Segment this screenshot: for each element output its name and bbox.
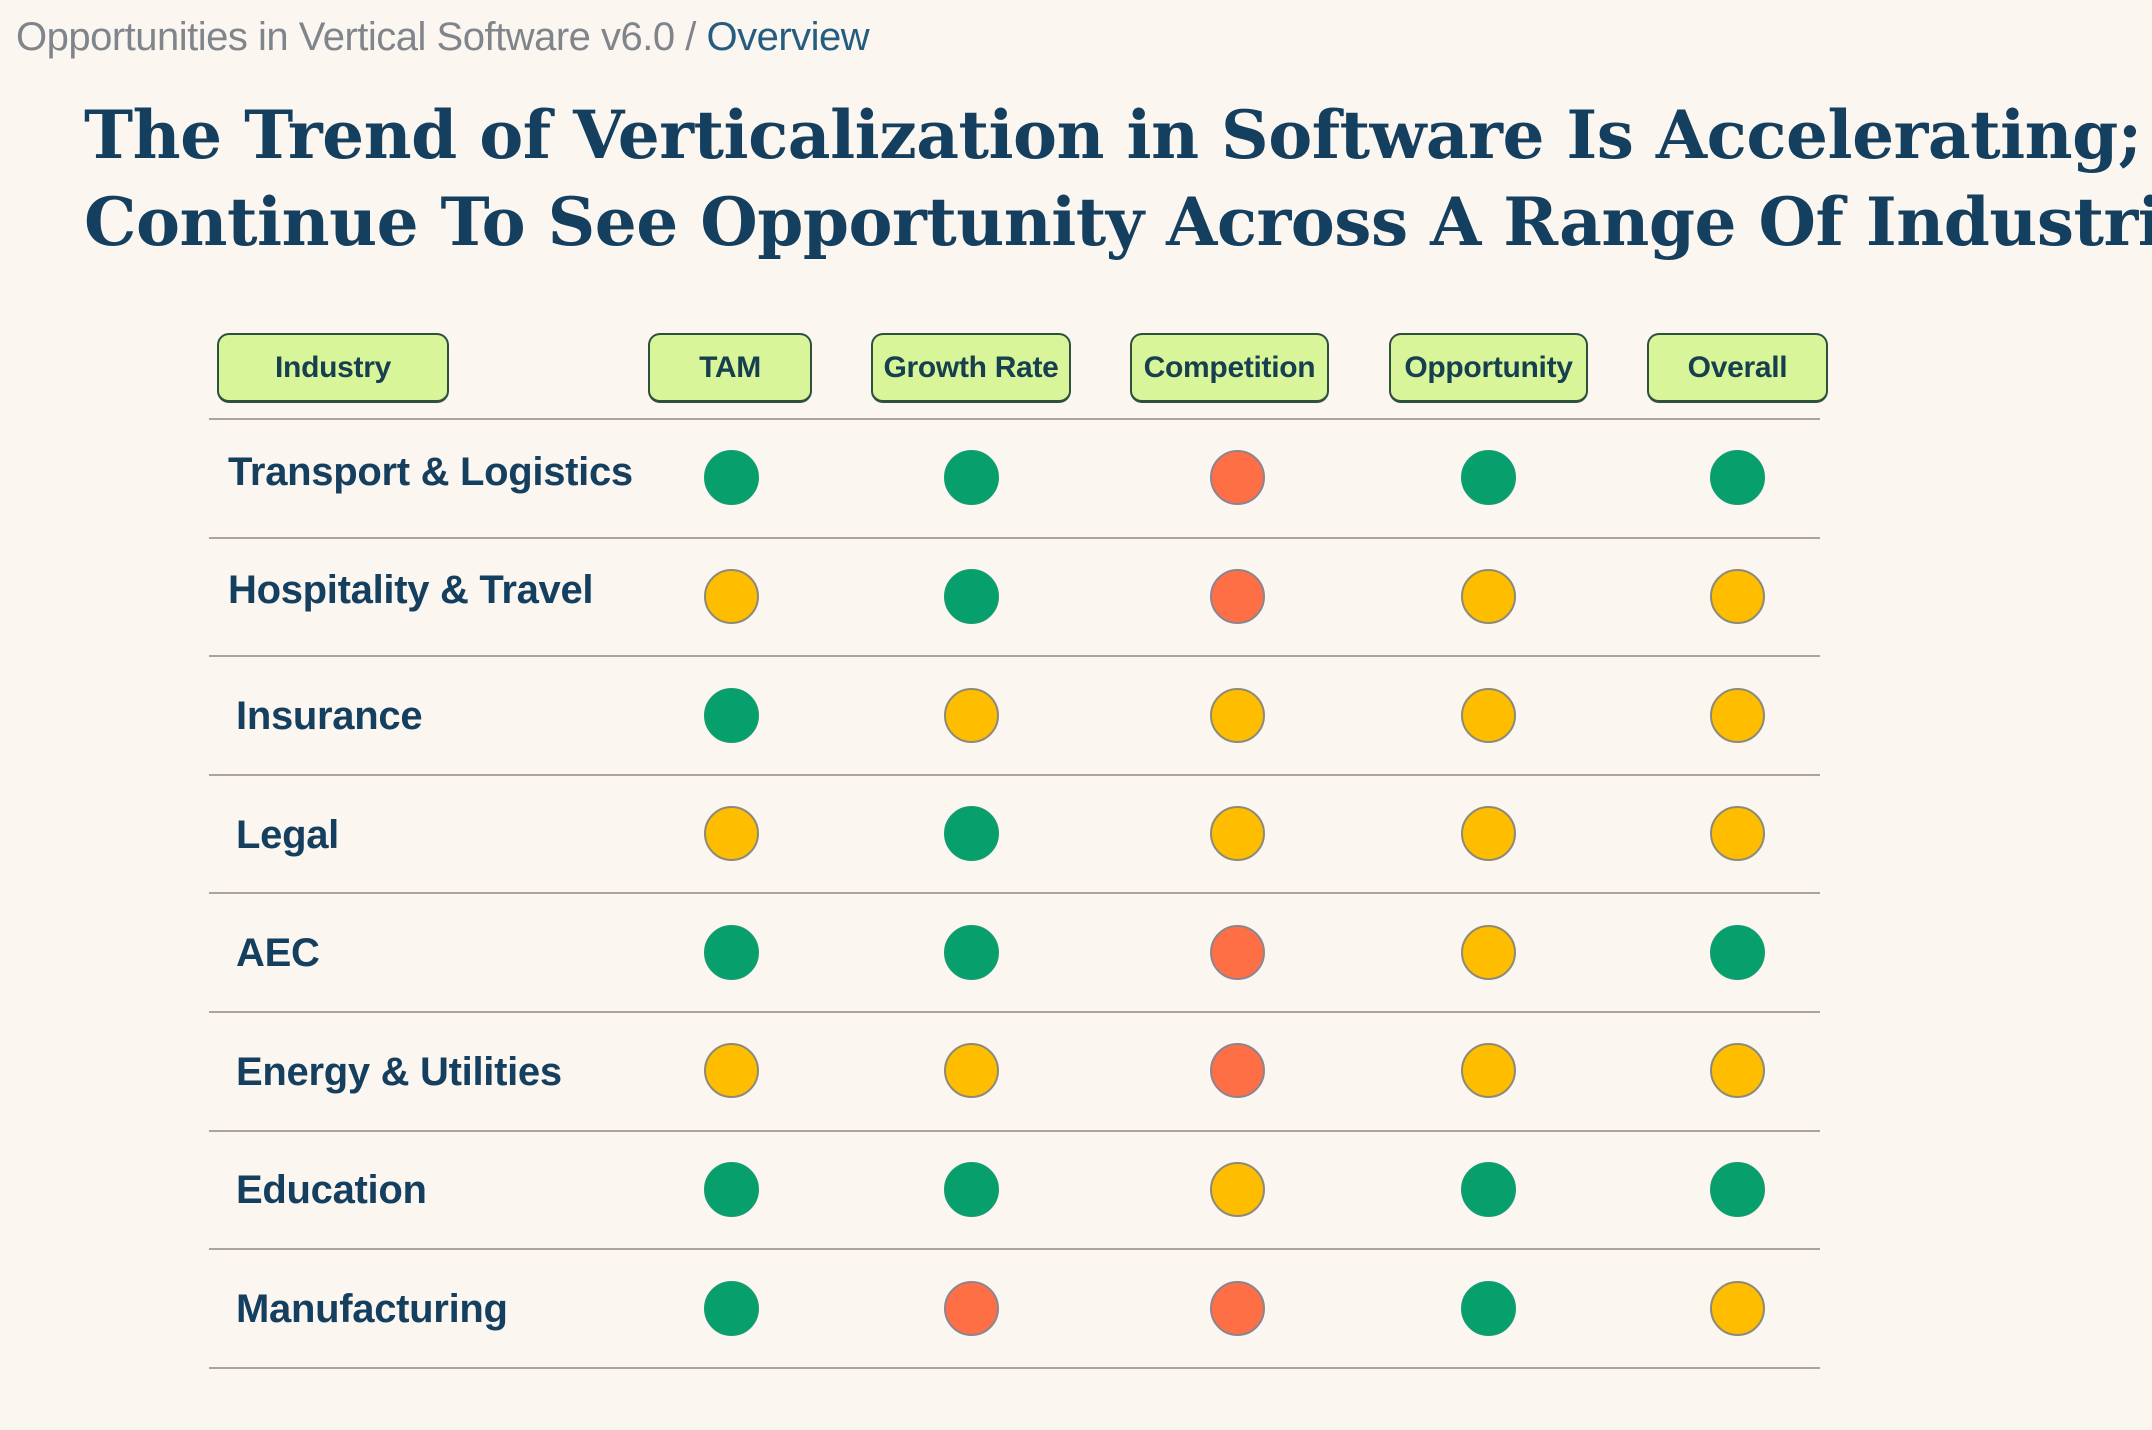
- row-divider: [209, 892, 1820, 895]
- rating-dot-tam-green: [703, 687, 759, 743]
- rating-dot-opportunity-yellow: [1460, 568, 1516, 624]
- header-divider: [209, 418, 1820, 420]
- rating-dot-growth-rate-green: [943, 450, 999, 506]
- rating-dot-overall-yellow: [1709, 806, 1765, 862]
- rating-dot-overall-yellow: [1709, 1043, 1765, 1099]
- rating-dot-competition-yellow: [1209, 806, 1265, 862]
- row-divider: [209, 1366, 1820, 1369]
- rating-dot-tam-green: [703, 924, 759, 980]
- industry-label: AEC: [236, 931, 320, 976]
- breadcrumb-separator: /: [674, 15, 707, 59]
- rating-dot-growth-rate-green: [943, 1161, 999, 1217]
- header-growth-rate: Growth Rate: [871, 333, 1071, 403]
- rating-dot-opportunity-green: [1460, 1161, 1516, 1217]
- industry-label: Hospitality & Travel: [228, 568, 594, 613]
- rating-dot-overall-green: [1709, 924, 1765, 980]
- rating-dot-tam-green: [703, 1161, 759, 1217]
- rating-dot-opportunity-green: [1460, 1280, 1516, 1336]
- industry-label: Insurance: [236, 694, 423, 738]
- rating-dot-overall-green: [1709, 1161, 1765, 1217]
- header-opportunity: Opportunity: [1389, 333, 1588, 403]
- rating-dot-competition-red: [1209, 568, 1265, 624]
- rating-dot-competition-yellow: [1209, 1161, 1265, 1217]
- rating-dot-competition-red: [1209, 450, 1265, 506]
- rating-dot-competition-red: [1209, 1280, 1265, 1336]
- rating-dot-tam-yellow: [703, 1043, 759, 1099]
- rating-dot-overall-yellow: [1709, 568, 1765, 624]
- row-divider: [209, 1129, 1820, 1132]
- industry-label: Energy & Utilities: [236, 1049, 562, 1094]
- rating-dot-tam-yellow: [703, 568, 759, 624]
- rating-dot-overall-green: [1709, 450, 1765, 506]
- page-title-line-2: Continue To See Opportunity Across A Ran…: [84, 183, 2152, 261]
- rating-dot-growth-rate-green: [943, 806, 999, 862]
- page-title: The Trend of Verticalization in Software…: [84, 92, 2152, 266]
- rating-dot-opportunity-yellow: [1460, 924, 1516, 980]
- industry-label: Manufacturing: [236, 1287, 508, 1331]
- industry-label: Legal: [236, 812, 339, 857]
- industry-label: Education: [236, 1168, 427, 1213]
- rating-dot-opportunity-yellow: [1460, 687, 1516, 743]
- breadcrumb-current[interactable]: Overview: [706, 15, 870, 59]
- rating-dot-competition-yellow: [1209, 687, 1265, 743]
- rating-dot-growth-rate-yellow: [943, 687, 999, 743]
- rating-dot-competition-red: [1209, 1043, 1265, 1099]
- header-tam: TAM: [648, 333, 812, 403]
- page-title-line-1: The Trend of Verticalization in Software…: [84, 96, 2152, 174]
- rating-dot-growth-rate-yellow: [943, 1043, 999, 1099]
- rating-dot-opportunity-yellow: [1460, 806, 1516, 862]
- row-divider: [209, 1011, 1820, 1013]
- rating-dot-growth-rate-green: [943, 924, 999, 980]
- breadcrumb-parent[interactable]: Opportunities in Vertical Software v6.0: [16, 15, 675, 59]
- rating-dot-growth-rate-green: [943, 568, 999, 624]
- row-divider: [209, 655, 1820, 658]
- row-divider: [209, 1248, 1820, 1251]
- rating-dot-overall-yellow: [1709, 687, 1765, 743]
- header-industry: Industry: [217, 333, 449, 403]
- rating-dot-tam-green: [703, 450, 759, 506]
- rating-dot-competition-red: [1209, 924, 1265, 980]
- rating-dot-overall-yellow: [1709, 1280, 1765, 1336]
- rating-dot-opportunity-green: [1460, 450, 1516, 506]
- row-divider: [209, 536, 1820, 539]
- rating-dot-opportunity-yellow: [1460, 1043, 1516, 1099]
- rating-dot-growth-rate-red: [943, 1280, 999, 1336]
- header-overall: Overall: [1647, 333, 1828, 403]
- breadcrumb: Opportunities in Vertical Software v6.0 …: [16, 12, 870, 62]
- rating-dot-tam-green: [703, 1280, 759, 1336]
- rating-dot-tam-yellow: [703, 806, 759, 862]
- industry-label: Transport & Logistics: [228, 449, 633, 494]
- header-competition: Competition: [1130, 333, 1329, 403]
- row-divider: [209, 773, 1820, 776]
